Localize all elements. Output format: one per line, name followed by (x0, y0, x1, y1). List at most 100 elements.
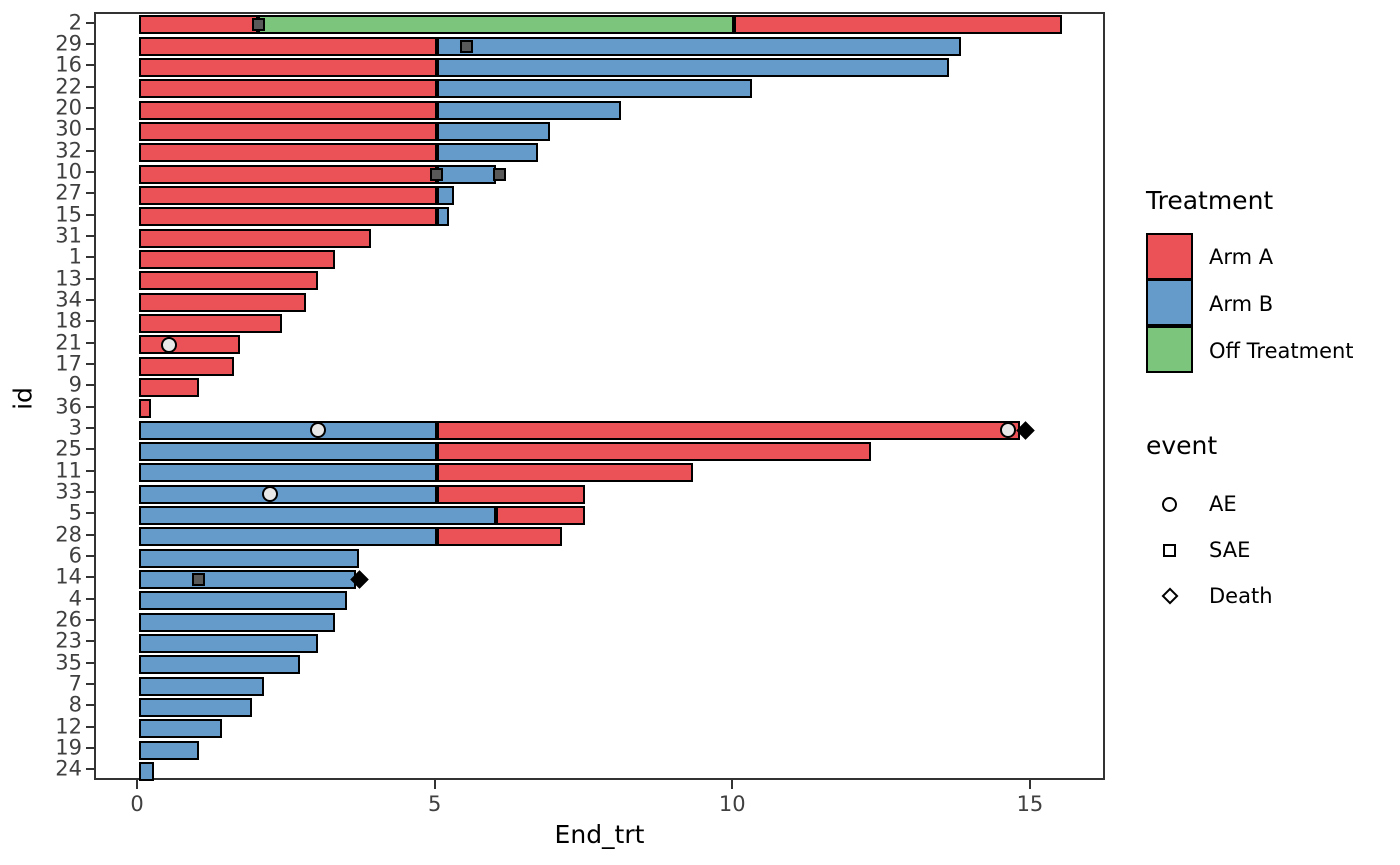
bar-segment (139, 761, 154, 781)
bar-segment (139, 569, 357, 589)
x-tick-label: 10 (718, 792, 746, 816)
y-tick-mark (86, 320, 94, 323)
y-tick-mark (86, 128, 94, 131)
y-tick-label: 29 (55, 31, 82, 56)
y-tick-mark (86, 213, 94, 216)
x-tick-mark (433, 780, 436, 789)
legend-event-keys: AE SAE Death (1146, 481, 1396, 619)
y-tick-mark (86, 192, 94, 195)
bar-segment (436, 484, 586, 504)
y-tick-mark (86, 768, 94, 771)
bar-segment (139, 633, 318, 653)
bar-segment (496, 505, 586, 525)
sae-marker (492, 167, 506, 181)
treatment-swatch (1146, 233, 1193, 280)
x-tick-label: 15 (1016, 792, 1044, 816)
bar-segment (139, 207, 437, 227)
ae-marker (160, 336, 177, 353)
bar-segment (139, 676, 264, 696)
y-tick-label: 22 (55, 74, 82, 99)
bar-segment (139, 79, 437, 99)
y-tick-label: 10 (55, 159, 82, 184)
sae-marker (430, 167, 444, 181)
bar-segment (139, 655, 300, 675)
diamond-legend-icon (1161, 587, 1178, 605)
bar-segment (436, 164, 497, 184)
y-tick-label: 31 (55, 223, 82, 248)
y-tick-label: 13 (55, 266, 82, 291)
y-tick-label: 11 (55, 458, 82, 483)
y-tick-mark (86, 747, 94, 749)
y-tick-mark (86, 491, 94, 493)
bar-segment (139, 164, 437, 184)
y-tick-label: 17 (55, 351, 82, 376)
bar-segment (139, 548, 360, 568)
plot-panel (94, 12, 1105, 781)
y-tick-mark (86, 341, 94, 344)
legend: Treatment Arm A Arm B Off Treatment event … (1146, 186, 1396, 619)
bar-segment (139, 527, 437, 547)
legend-treatment-title: Treatment (1146, 186, 1274, 215)
bar-segment (139, 719, 223, 739)
x-tick-label: 0 (130, 792, 144, 816)
bar-segment (436, 527, 562, 547)
y-tick-mark (86, 469, 94, 472)
x-tick-mark (1028, 780, 1031, 789)
x-tick-label: 5 (427, 792, 442, 816)
legend-key-label: Death (1209, 584, 1273, 608)
bar-segment (436, 441, 872, 461)
y-tick-mark (86, 512, 94, 515)
y-tick-label: 2 (68, 10, 82, 35)
y-tick-mark (86, 661, 94, 664)
bar-segment (436, 463, 693, 483)
y-tick-mark (86, 235, 94, 237)
event-marker-cell (1146, 543, 1193, 557)
bar-segment (139, 313, 282, 333)
bar-segment (258, 15, 735, 35)
bar-segment (436, 420, 1021, 440)
bar-segment (139, 740, 199, 760)
y-tick-label: 9 (68, 372, 82, 397)
sae-marker (251, 18, 265, 32)
bar-segment (139, 697, 253, 717)
bar-segment (139, 335, 241, 355)
y-tick-label: 5 (68, 500, 82, 525)
y-tick-label: 33 (55, 479, 82, 504)
y-tick-label: 8 (68, 692, 82, 717)
legend-spacer (1146, 460, 1396, 481)
y-tick-mark (86, 363, 94, 365)
legend-key-label: Arm A (1209, 244, 1274, 269)
legend-event-key: AE (1146, 481, 1396, 527)
y-tick-mark (86, 405, 94, 408)
y-tick-label: 25 (55, 436, 82, 461)
y-tick-label: 36 (55, 394, 82, 419)
bar-segment (139, 420, 437, 440)
event-marker-cell (1146, 496, 1193, 512)
bar-segment (139, 36, 437, 56)
bar-segment (436, 143, 538, 163)
bar-segment (139, 441, 437, 461)
y-tick-label: 27 (55, 180, 82, 205)
bar-segment (139, 591, 348, 611)
y-tick-mark (86, 704, 94, 707)
bar-segment (139, 505, 497, 525)
legend-event-key: SAE (1146, 527, 1396, 573)
legend-treatment-key: Arm A (1146, 233, 1396, 280)
bar-segment (139, 249, 336, 269)
y-tick-mark (86, 533, 94, 536)
y-tick-label: 18 (55, 308, 82, 333)
y-tick-label: 3 (68, 415, 82, 440)
bar-segment (139, 271, 318, 291)
y-tick-mark (86, 277, 94, 280)
y-tick-label: 30 (55, 116, 82, 141)
bar-segment (436, 36, 961, 56)
y-tick-label: 14 (55, 564, 82, 589)
legend-event-title: event (1146, 431, 1218, 460)
y-tick-mark (86, 85, 94, 88)
event-marker-cell (1146, 587, 1193, 605)
x-tick-mark (136, 780, 138, 789)
y-tick-label: 24 (55, 756, 82, 781)
legend-key-label: AE (1209, 492, 1237, 516)
bar-segment (734, 15, 1062, 35)
bar-segment (139, 463, 437, 483)
